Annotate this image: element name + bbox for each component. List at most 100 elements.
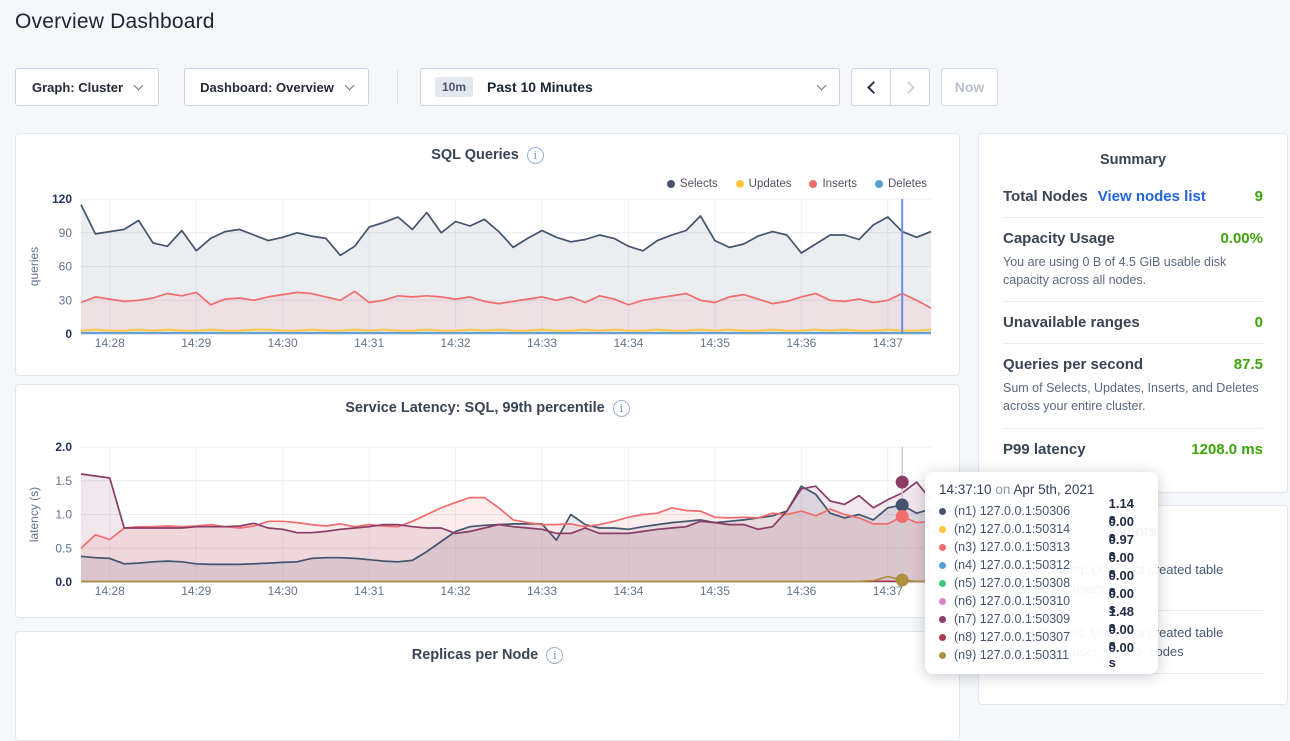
node-label: (n8) 127.0.0.1:50307 bbox=[954, 630, 1109, 644]
chevron-down-icon bbox=[817, 80, 827, 90]
svg-text:14:34: 14:34 bbox=[613, 584, 643, 598]
svg-text:30: 30 bbox=[59, 293, 73, 307]
summary-value: 0 bbox=[1255, 314, 1263, 331]
svg-text:14:33: 14:33 bbox=[527, 336, 557, 350]
chart-title: Replicas per Node bbox=[412, 647, 539, 663]
series-color-dot bbox=[939, 526, 946, 533]
controls-divider bbox=[397, 70, 398, 104]
series-color-dot bbox=[939, 598, 946, 605]
time-range-picker[interactable]: 10m Past 10 Minutes bbox=[420, 68, 840, 106]
node-label: (n9) 127.0.0.1:50311 bbox=[954, 648, 1109, 662]
tooltip-date: Apr 5th, 2021 bbox=[1013, 482, 1094, 497]
info-icon[interactable]: i bbox=[546, 647, 563, 664]
time-range-label: Past 10 Minutes bbox=[487, 79, 593, 95]
node-label: (n6) 127.0.0.1:50310 bbox=[954, 594, 1109, 608]
replicas-chart-card: Replicas per Node i bbox=[15, 631, 960, 741]
chevron-down-icon bbox=[344, 80, 354, 90]
series-color-dot bbox=[939, 562, 946, 569]
svg-text:2.0: 2.0 bbox=[55, 440, 72, 454]
svg-text:14:31: 14:31 bbox=[354, 336, 384, 350]
svg-text:14:34: 14:34 bbox=[613, 336, 643, 350]
summary-value: 0.00% bbox=[1220, 230, 1263, 247]
svg-text:14:36: 14:36 bbox=[786, 336, 816, 350]
chevron-right-icon bbox=[902, 81, 915, 94]
dashboard-selector-dropdown[interactable]: Dashboard: Overview bbox=[184, 68, 369, 106]
node-value: 0.00 s bbox=[1109, 640, 1144, 670]
svg-text:120: 120 bbox=[52, 192, 72, 206]
summary-item-queries-per-second: Queries per second 87.5 Sum of Selects, … bbox=[1003, 344, 1263, 428]
summary-heading: Summary bbox=[1003, 152, 1263, 168]
svg-text:14:35: 14:35 bbox=[700, 584, 730, 598]
summary-description: Sum of Selects, Updates, Inserts, and De… bbox=[1003, 379, 1263, 415]
summary-value: 9 bbox=[1255, 188, 1263, 205]
svg-text:14:28: 14:28 bbox=[95, 336, 125, 350]
svg-text:queries: queries bbox=[27, 247, 41, 286]
graph-selector-dropdown[interactable]: Graph: Cluster bbox=[15, 68, 159, 106]
series-color-dot bbox=[939, 508, 946, 515]
svg-text:0: 0 bbox=[65, 327, 72, 341]
dashboard-selector-label: Dashboard: Overview bbox=[200, 80, 334, 95]
time-range-badge: 10m bbox=[435, 77, 473, 97]
summary-value: 87.5 bbox=[1234, 356, 1263, 373]
svg-text:14:36: 14:36 bbox=[786, 584, 816, 598]
summary-label: Unavailable ranges bbox=[1003, 314, 1140, 331]
svg-text:14:37: 14:37 bbox=[873, 336, 903, 350]
summary-item-unavailable-ranges: Unavailable ranges 0 bbox=[1003, 302, 1263, 344]
svg-text:14:33: 14:33 bbox=[527, 584, 557, 598]
svg-text:14:30: 14:30 bbox=[268, 584, 298, 598]
svg-text:1.0: 1.0 bbox=[55, 508, 72, 522]
svg-text:latency (s): latency (s) bbox=[27, 487, 41, 542]
chart-title-row: Replicas per Node i bbox=[16, 646, 959, 664]
sql-queries-chart[interactable]: 14:28 14:29 14:30 14:31 14:32 14:33 14:34 14:35… bbox=[16, 134, 961, 377]
series-color-dot bbox=[939, 652, 946, 659]
chevron-left-icon bbox=[867, 81, 880, 94]
tooltip-row: (n9) 127.0.0.1:503110.00 s bbox=[939, 646, 1144, 664]
svg-text:14:32: 14:32 bbox=[441, 336, 471, 350]
chart-tooltip: 14:37:10 on Apr 5th, 2021 (n1) 127.0.0.1… bbox=[925, 472, 1158, 674]
node-label: (n4) 127.0.0.1:50312 bbox=[954, 558, 1109, 572]
svg-text:14:28: 14:28 bbox=[95, 584, 125, 598]
summary-label: Total Nodes bbox=[1003, 188, 1088, 205]
svg-text:14:31: 14:31 bbox=[354, 584, 384, 598]
prev-time-button[interactable] bbox=[851, 68, 891, 106]
svg-text:14:29: 14:29 bbox=[181, 336, 211, 350]
svg-text:14:35: 14:35 bbox=[700, 336, 730, 350]
svg-text:1.5: 1.5 bbox=[55, 474, 72, 488]
summary-item-capacity-usage: Capacity Usage 0.00% You are using 0 B o… bbox=[1003, 218, 1263, 302]
summary-label: P99 latency bbox=[1003, 441, 1086, 458]
service-latency-chart[interactable]: 14:28 14:29 14:30 14:31 14:32 14:33 14:34 14:35… bbox=[16, 385, 961, 619]
series-color-dot bbox=[939, 616, 946, 623]
series-color-dot bbox=[939, 634, 946, 641]
svg-text:14:29: 14:29 bbox=[181, 584, 211, 598]
svg-text:60: 60 bbox=[59, 260, 73, 274]
page-title: Overview Dashboard bbox=[15, 10, 215, 34]
summary-item-p99-latency: P99 latency 1208.0 ms bbox=[1003, 429, 1263, 470]
series-color-dot bbox=[939, 544, 946, 551]
tooltip-time: 14:37:10 bbox=[939, 482, 992, 497]
svg-text:90: 90 bbox=[59, 226, 73, 240]
node-label: (n2) 127.0.0.1:50314 bbox=[954, 522, 1109, 536]
summary-label: Capacity Usage bbox=[1003, 230, 1115, 247]
series-color-dot bbox=[939, 580, 946, 587]
svg-text:14:37: 14:37 bbox=[873, 584, 903, 598]
svg-text:0.0: 0.0 bbox=[55, 575, 72, 589]
service-latency-chart-card: Service Latency: SQL, 99th percentile i … bbox=[15, 384, 960, 618]
chevron-down-icon bbox=[134, 80, 144, 90]
next-time-button[interactable] bbox=[890, 68, 930, 106]
node-label: (n7) 127.0.0.1:50309 bbox=[954, 612, 1109, 626]
now-button[interactable]: Now bbox=[941, 68, 998, 106]
node-label: (n1) 127.0.0.1:50306 bbox=[954, 504, 1109, 518]
summary-description: You are using 0 B of 4.5 GiB usable disk… bbox=[1003, 253, 1263, 289]
summary-panel: Summary Total Nodes View nodes list 9 Ca… bbox=[978, 133, 1288, 493]
svg-text:14:30: 14:30 bbox=[268, 336, 298, 350]
summary-value: 1208.0 ms bbox=[1191, 441, 1263, 458]
sql-queries-chart-card: SQL Queries i SelectsUpdatesInsertsDelet… bbox=[15, 133, 960, 376]
tooltip-on: on bbox=[995, 482, 1010, 497]
graph-selector-label: Graph: Cluster bbox=[32, 80, 123, 95]
summary-label: Queries per second bbox=[1003, 356, 1143, 373]
view-nodes-list-link[interactable]: View nodes list bbox=[1098, 188, 1206, 205]
svg-text:14:32: 14:32 bbox=[441, 584, 471, 598]
tooltip-header: 14:37:10 on Apr 5th, 2021 bbox=[939, 482, 1144, 497]
svg-text:0.5: 0.5 bbox=[55, 541, 72, 555]
node-label: (n5) 127.0.0.1:50308 bbox=[954, 576, 1109, 590]
